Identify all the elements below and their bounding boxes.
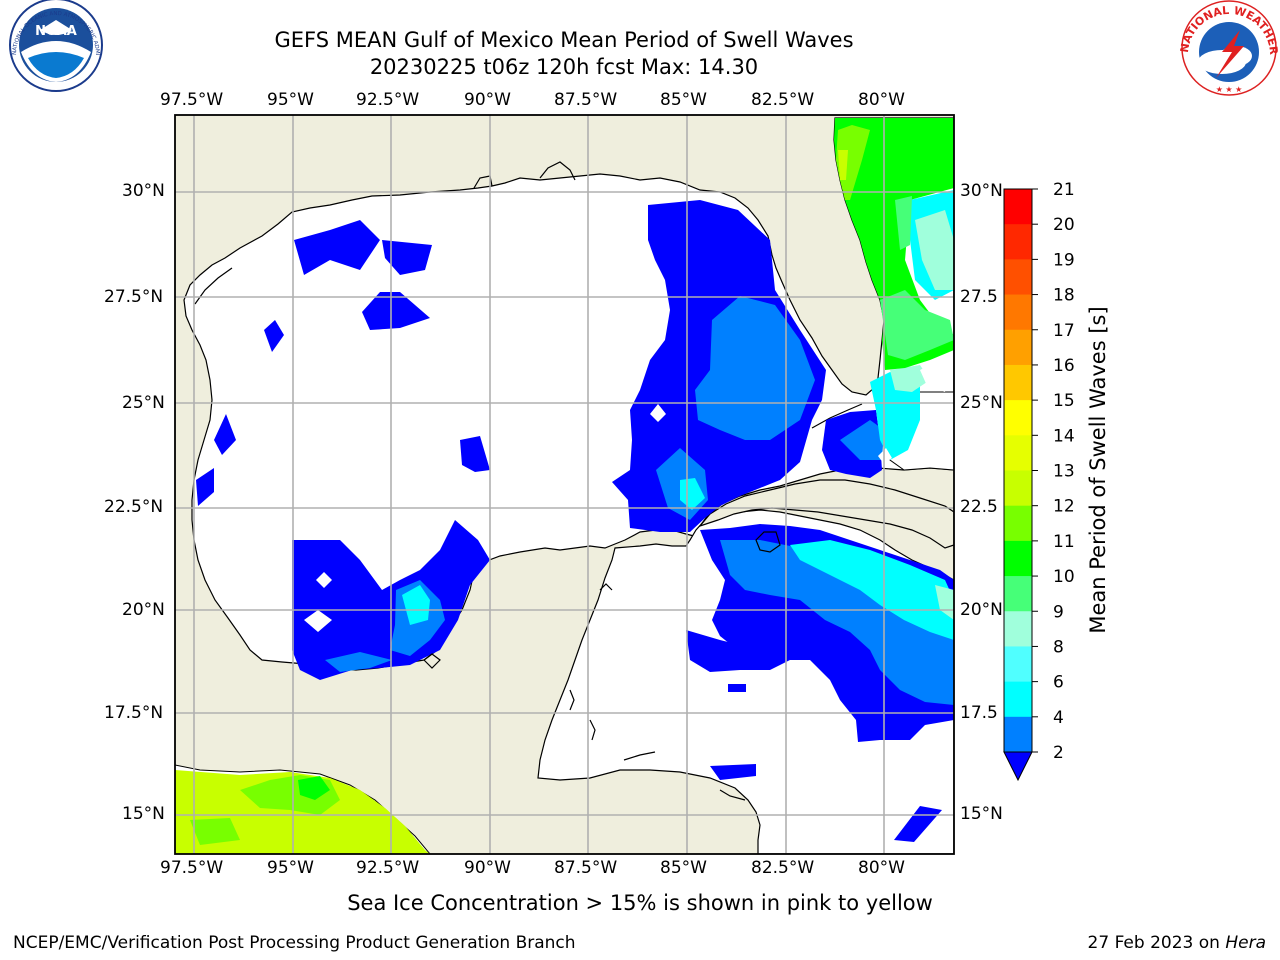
colorbar-swatch-9 <box>1004 505 1032 542</box>
footer-date-text: 27 Feb 2023 on <box>1087 933 1226 953</box>
colorbar-under-arrow <box>1003 751 1033 782</box>
colorbar-tick-label-8: 13 <box>1053 462 1075 482</box>
lat-label-left-20n: 20°N <box>122 600 165 620</box>
colorbar-label: Mean Period of Swell Waves [s] <box>1086 306 1110 634</box>
no-data-patches <box>304 362 950 632</box>
colorbar-swatch-5 <box>1004 364 1032 401</box>
lon-label-bottom-95w: 95°W <box>267 858 314 878</box>
lon-label-bottom-92-5w: 92.5°W <box>356 858 420 878</box>
florida-keys <box>811 403 863 429</box>
lat-label-right-15n: 15°N <box>960 804 1003 824</box>
lon-label-top-97-5w: 97.5°W <box>160 90 224 110</box>
lon-label-top-92-5w: 92.5°W <box>356 90 420 110</box>
map-frame <box>174 114 955 855</box>
footer-host: Hera <box>1225 933 1266 953</box>
nws-logo: NATIONAL WEATHER SERVICE ★ ★ ★ <box>0 0 1280 96</box>
lat-label-right-17-5n: 17.5 <box>960 703 998 723</box>
lat-label-left-17-5n: 17.5°N <box>104 703 164 723</box>
colorbar-tick-label-0: 21 <box>1053 180 1075 200</box>
colorbar-tick-label-4: 17 <box>1053 321 1075 341</box>
colorbar-swatches <box>1004 189 1032 753</box>
noaa-logo-text: NOAA <box>35 24 77 39</box>
lat-label-right-27-5n: 27.5 <box>960 287 998 307</box>
map-gridlines <box>175 115 954 854</box>
colorbar-swatch-14 <box>1004 681 1032 718</box>
colorbar-tick-label-16: 2 <box>1053 743 1064 763</box>
colorbar-swatch-11 <box>1004 576 1032 612</box>
colorbar-swatch-4 <box>1004 329 1032 366</box>
lon-label-top-90w: 90°W <box>464 90 511 110</box>
colorbar-swatch-13 <box>1004 646 1032 683</box>
svg-text:NATIONAL WEATHER SERVICE: NATIONAL WEATHER SERVICE <box>0 0 1280 56</box>
noaa-logo: NOAA NATIONAL OCEANIC AND ATMOSPHERIC AD… <box>0 0 103 92</box>
lon-label-top-82-5w: 82.5°W <box>751 90 815 110</box>
lon-label-bottom-90w: 90°W <box>464 858 511 878</box>
footer-credit: NCEP/EMC/Verification Post Processing Pr… <box>13 933 576 953</box>
coastline-details <box>194 161 781 801</box>
lon-label-top-87-5w: 87.5°W <box>554 90 618 110</box>
lon-label-bottom-85w: 85°W <box>660 858 707 878</box>
colorbar-tick-label-11: 10 <box>1053 567 1075 587</box>
colorbar-tick-label-10: 11 <box>1053 532 1075 552</box>
colorbar-swatch-2 <box>1004 259 1032 296</box>
colorbar-tick-label-13: 8 <box>1053 637 1064 657</box>
colorbar-swatch-1 <box>1004 224 1032 260</box>
colorbar-swatch-10 <box>1004 540 1032 577</box>
colorbar: 21 20 19 18 17 16 15 14 13 12 11 10 9 8 6 4 2 <box>1003 180 1075 782</box>
colorbar-swatch-12 <box>1004 611 1032 648</box>
colorbar-swatch-7 <box>1004 435 1032 472</box>
colorbar-ticks: 21 20 19 18 17 16 15 14 13 12 11 10 9 8 6 4 2 <box>1032 180 1075 763</box>
colorbar-tick-label-5: 16 <box>1053 356 1075 376</box>
lat-label-left-27-5n: 27.5°N <box>104 287 164 307</box>
colorbar-tick-label-12: 9 <box>1053 602 1064 622</box>
map-area <box>175 115 954 854</box>
lat-label-left-22-5n: 22.5°N <box>104 497 164 517</box>
colorbar-tick-label-6: 15 <box>1053 391 1075 411</box>
colorbar-swatch-0 <box>1004 189 1032 225</box>
colorbar-tick-label-7: 14 <box>1053 426 1075 446</box>
swell-period-shading <box>175 118 954 854</box>
colorbar-swatch-8 <box>1004 470 1032 507</box>
colorbar-tick-label-1: 20 <box>1053 215 1075 235</box>
colorbar-tick-label-14: 6 <box>1053 673 1064 693</box>
colorbar-tick-label-15: 4 <box>1053 708 1064 728</box>
lat-label-left-30n: 30°N <box>122 181 165 201</box>
colorbar-tick-label-3: 18 <box>1053 286 1075 306</box>
lon-label-bottom-87-5w: 87.5°W <box>554 858 618 878</box>
nws-ring-text: NATIONAL WEATHER SERVICE <box>0 0 1280 56</box>
lon-label-bottom-82-5w: 82.5°W <box>751 858 815 878</box>
colorbar-swatch-15 <box>1004 716 1032 753</box>
lat-label-right-25n: 25°N <box>960 393 1003 413</box>
colorbar-tick-label-2: 19 <box>1053 250 1075 270</box>
lat-label-right-22-5n: 22.5 <box>960 497 998 517</box>
map-title: GEFS MEAN Gulf of Mexico Mean Period of … <box>274 28 854 52</box>
lat-label-right-30n: 30°N <box>960 181 1003 201</box>
lat-label-left-25n: 25°N <box>122 393 165 413</box>
map-subtitle: 20230225 t06z 120h fcst Max: 14.30 <box>369 55 759 79</box>
colorbar-tick-label-9: 12 <box>1053 497 1075 517</box>
svg-text:★ ★ ★: ★ ★ ★ <box>1216 85 1243 94</box>
footer-date: 27 Feb 2023 on Hera <box>1088 933 1266 953</box>
colorbar-swatch-6 <box>1004 400 1032 436</box>
lat-label-right-20n: 20°N <box>960 600 1003 620</box>
sea-ice-note: Sea Ice Concentration > 15% is shown in … <box>347 891 933 915</box>
lon-label-bottom-80w: 80°W <box>858 858 905 878</box>
lon-label-bottom-97-5w: 97.5°W <box>160 858 224 878</box>
colorbar-swatch-3 <box>1004 294 1032 331</box>
lat-label-left-15n: 15°N <box>122 804 165 824</box>
lon-label-top-85w: 85°W <box>660 90 707 110</box>
lon-label-top-80w: 80°W <box>858 90 905 110</box>
lon-label-top-95w: 95°W <box>267 90 314 110</box>
